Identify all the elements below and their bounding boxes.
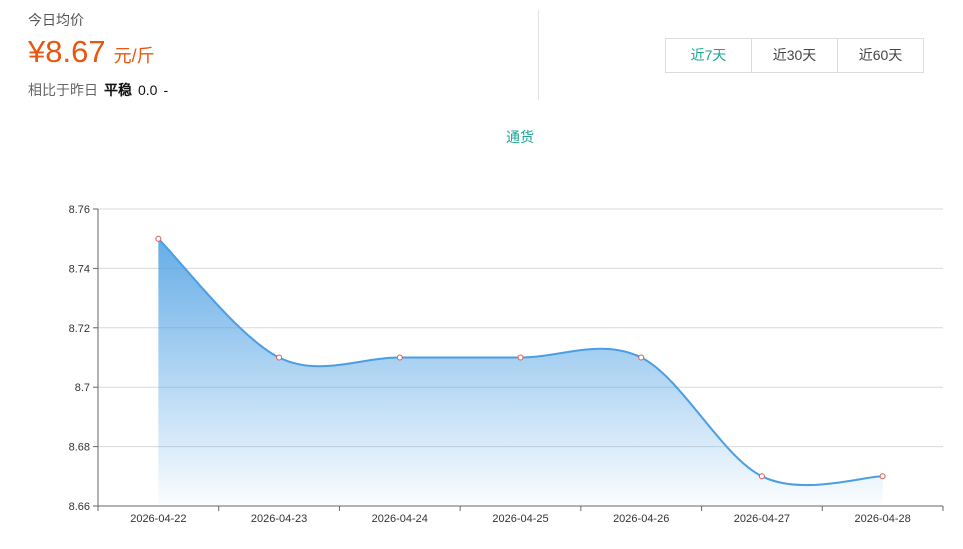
- trend-status: 平稳: [104, 82, 132, 98]
- x-tick-label: 2026-04-27: [734, 513, 790, 525]
- y-tick-label: 8.68: [69, 442, 90, 454]
- y-tick-label: 8.66: [69, 501, 90, 513]
- range-tabs: 近7天 近30天 近60天: [665, 38, 924, 73]
- x-tick-label: 2026-04-26: [613, 513, 669, 525]
- y-tick-label: 8.74: [69, 263, 90, 275]
- series-area: [158, 238, 883, 506]
- x-tick-label: 2026-04-25: [492, 513, 548, 525]
- tab-30-days[interactable]: 近30天: [751, 39, 837, 72]
- compare-row: 相比于昨日 平稳 0.0-: [28, 80, 168, 100]
- data-point: [276, 354, 283, 361]
- y-tick-label: 8.76: [69, 204, 90, 216]
- data-point: [638, 354, 645, 361]
- y-tick-label: 8.7: [75, 382, 90, 394]
- x-tick-label: 2026-04-23: [251, 513, 307, 525]
- data-point: [155, 235, 162, 242]
- trend-arrow-icon: -: [163, 82, 169, 98]
- tab-7-days[interactable]: 近7天: [666, 39, 751, 72]
- today-price-label: 今日均价: [28, 12, 84, 28]
- x-tick-label: 2026-04-22: [130, 513, 186, 525]
- price-row: ¥8.67 元/斤: [28, 34, 168, 70]
- x-tick-label: 2026-04-24: [372, 513, 428, 525]
- data-point: [396, 354, 403, 361]
- trend-diff: 0.0: [138, 82, 158, 98]
- header-divider: [538, 10, 539, 100]
- price-summary: 今日均价 ¥8.67 元/斤 相比于昨日 平稳 0.0-: [28, 10, 168, 100]
- x-tick-label: 2026-04-28: [855, 513, 911, 525]
- data-point: [879, 473, 886, 480]
- data-point: [517, 354, 524, 361]
- price-unit: 元/斤: [113, 46, 155, 66]
- compare-label: 相比于昨日: [28, 82, 98, 98]
- chart-title: 通货: [506, 129, 534, 145]
- y-tick-label: 8.72: [69, 323, 90, 335]
- price-value: ¥8.67: [28, 34, 106, 69]
- data-point: [758, 473, 765, 480]
- tab-60-days[interactable]: 近60天: [837, 39, 923, 72]
